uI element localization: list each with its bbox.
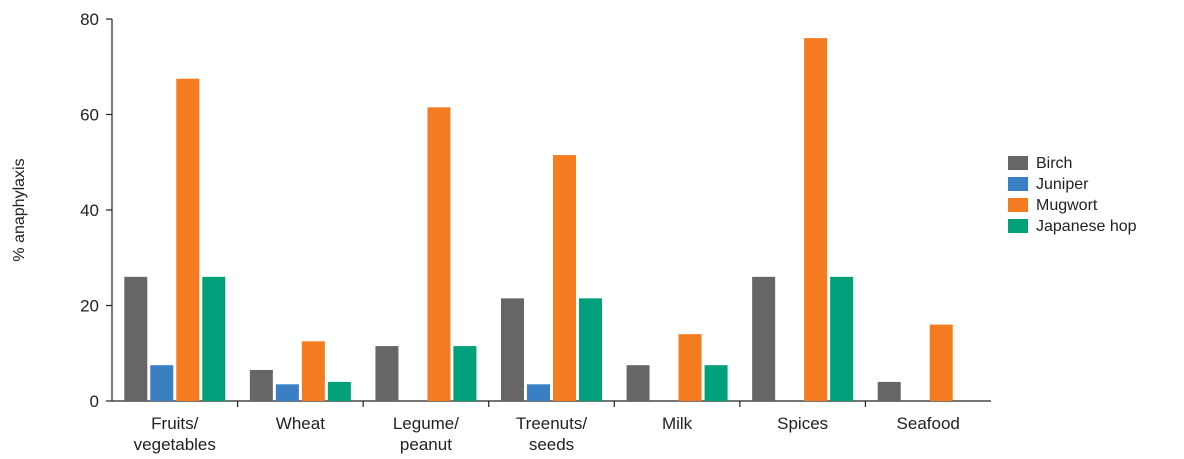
axes: 0 20 40 60 80 Fruits/vegetables Wheat Legume/pe… [80,10,991,454]
bar-mugwort [678,334,702,401]
bar-japanese-hop [327,381,351,401]
bar-juniper [150,365,174,401]
bar-birch [752,276,776,401]
bar-mugwort [804,38,828,401]
legend-swatch [1008,156,1028,170]
bar-mugwort [427,107,451,402]
y-tick-label: 60 [80,106,99,125]
bar-mugwort [301,341,325,401]
category-label: Fruits/vegetables [134,414,216,454]
category-label: Wheat [276,414,325,433]
bar-birch [501,298,524,401]
bar-japanese-hop [579,298,602,401]
bar-birch [877,381,901,401]
y-tick-label: 40 [80,201,99,220]
legend-swatch [1008,198,1028,212]
category-label: Seafood [897,414,960,433]
category-label: Treenuts/seeds [516,414,587,454]
bars [124,38,953,402]
bar-mugwort [176,78,200,401]
y-axis-title: % anaphylaxis [11,158,28,261]
y-tick-label: 80 [80,10,99,29]
bar-birch [249,369,273,401]
bar-juniper [527,384,550,401]
legend-swatch [1008,177,1028,191]
y-tick-label: 20 [80,297,99,316]
category-label: Spices [777,414,828,433]
bar-japanese-hop [704,365,728,401]
bar-japanese-hop [830,276,854,401]
bar-japanese-hop [202,276,226,401]
category-label: Legume/peanut [393,414,459,454]
bar-mugwort [553,155,576,401]
y-tick-label: 0 [90,392,99,411]
bar-juniper [275,384,299,401]
bar-birch [124,276,148,401]
bar-birch [375,346,399,401]
bar-mugwort [929,324,953,401]
legend-label: Birch [1036,155,1072,172]
category-label: Milk [662,414,693,433]
legend-label: Mugwort [1036,197,1098,214]
legend-label: Juniper [1036,176,1089,193]
legend-label: Japanese hop [1036,218,1137,235]
bar-japanese-hop [453,346,477,401]
bar-birch [626,365,650,401]
legend: Birch Juniper Mugwort Japanese hop [1008,155,1137,235]
legend-swatch [1008,219,1028,233]
